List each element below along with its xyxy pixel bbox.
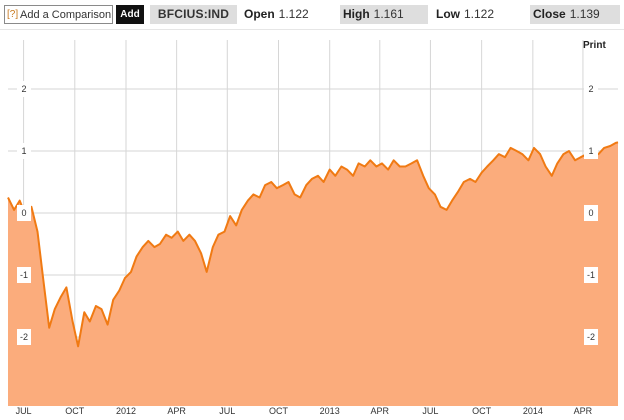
y-tick-label: 0	[588, 208, 593, 218]
add-comparison-placeholder: Add a Comparison	[20, 9, 112, 21]
y-tick-box	[17, 267, 31, 283]
y-tick-label: -1	[587, 270, 595, 280]
add-comparison-input[interactable]: [?] Add a Comparison	[4, 5, 113, 24]
y-tick-box	[17, 329, 31, 345]
y-axis-left: 2 1 0 -1 -2	[17, 81, 31, 345]
x-tick-label: OCT	[65, 406, 85, 416]
y-tick-box	[17, 205, 31, 221]
series-area-fill	[8, 142, 618, 407]
y-tick-label: 2	[588, 84, 593, 94]
y-tick-label: 1	[21, 146, 26, 156]
high-stat: High 1.161	[340, 5, 428, 24]
x-tick-label: OCT	[269, 406, 289, 416]
x-tick-label: JUL	[16, 406, 32, 416]
low-value: 1.122	[464, 7, 495, 21]
y-tick-box	[17, 143, 31, 159]
y-tick-box	[584, 205, 598, 221]
low-label: Low	[436, 7, 460, 21]
high-value: 1.161	[373, 7, 404, 21]
add-button[interactable]: Add	[116, 5, 144, 24]
open-stat: Open 1.122	[244, 5, 332, 24]
x-tick-label: APR	[574, 406, 593, 416]
y-tick-label: -2	[587, 332, 595, 342]
open-label: Open	[244, 7, 275, 21]
series-line	[7, 141, 619, 348]
high-label: High	[343, 7, 370, 21]
chart-toolbar: [?] Add a Comparison Add BFCIUS:IND Open…	[0, 0, 624, 30]
ticker-symbol: BFCIUS:IND	[150, 5, 237, 24]
x-tick-label: 2013	[320, 406, 340, 416]
print-link[interactable]: Print	[583, 40, 606, 51]
close-label: Close	[533, 7, 566, 21]
x-tick-label: APR	[371, 406, 390, 416]
close-value: 1.139	[569, 7, 600, 21]
y-tick-label: 1	[588, 146, 593, 156]
y-tick-box	[584, 143, 598, 159]
x-tick-label: JUL	[219, 406, 235, 416]
help-link[interactable]: [?]	[7, 9, 19, 20]
y-tick-box	[584, 81, 598, 97]
close-stat: Close 1.139	[530, 5, 620, 24]
y-tick-box	[584, 267, 598, 283]
x-tick-label: JUL	[422, 406, 438, 416]
y-tick-label: -1	[20, 270, 28, 280]
y-tick-box	[584, 329, 598, 345]
y-tick-label: 0	[21, 208, 26, 218]
x-axis: JUL OCT 2012 APR JUL OCT 2013 APR JUL OCT 2014 APR	[16, 406, 593, 416]
open-value: 1.122	[278, 7, 309, 21]
y-tick-label: 2	[21, 84, 26, 94]
x-tick-label: 2012	[116, 406, 136, 416]
x-tick-label: OCT	[472, 406, 492, 416]
low-stat: Low 1.122	[436, 5, 524, 24]
chart-area: 2 1 0 -1 -2 2 1 0 -1 -2 JUL OCT 2012 APR JUL OCT 2013 A…	[7, 40, 619, 416]
y-axis-right: 2 1 0 -1 -2	[584, 81, 598, 345]
x-tick-label: APR	[167, 406, 186, 416]
x-tick-label: 2014	[523, 406, 543, 416]
y-tick-label: -2	[20, 332, 28, 342]
y-tick-box	[17, 81, 31, 97]
